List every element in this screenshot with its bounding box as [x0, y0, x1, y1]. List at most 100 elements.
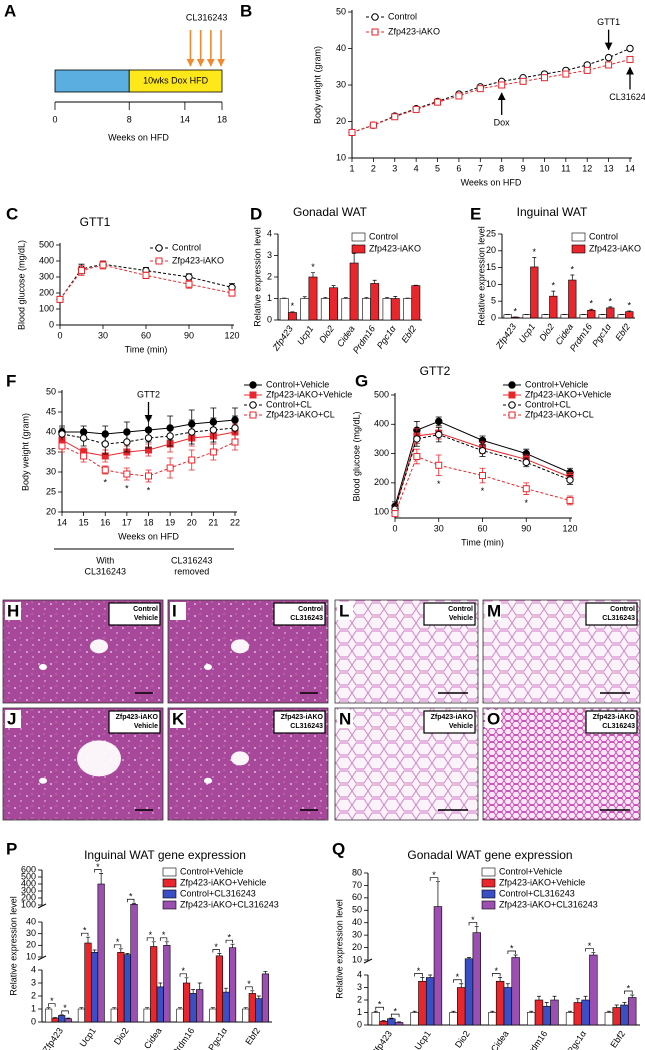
legend-marker: [155, 244, 163, 252]
data-point: [566, 476, 574, 484]
bar: [511, 957, 520, 1026]
data-point: [101, 440, 109, 448]
y-tick-label: 500: [39, 239, 54, 249]
error-bar: [230, 943, 235, 948]
chart-title: GTT2: [420, 364, 451, 378]
error-bar: [575, 998, 580, 1003]
x-tick-label: 13: [604, 163, 614, 173]
micrograph-caption: Vehicle: [134, 615, 158, 622]
series-line: [61, 427, 236, 445]
bar: [44, 1008, 53, 1023]
y-tick-label: 300: [374, 448, 389, 458]
bar: [349, 262, 359, 321]
significance-label: *: [103, 477, 107, 487]
bar: [110, 1008, 118, 1023]
error-bar: [164, 941, 169, 946]
data-point: [209, 426, 218, 434]
significance-label: *: [129, 892, 133, 902]
significance-label: *: [393, 1007, 397, 1017]
bar: [77, 1008, 86, 1023]
significance-label: *: [63, 1003, 67, 1013]
error-bar: [393, 296, 398, 299]
micrograph-caption: Control: [610, 606, 635, 613]
panel-label: E: [470, 204, 481, 223]
data-point: [391, 510, 399, 518]
significance-bracket: [61, 1010, 69, 1014]
bar: [573, 1002, 583, 1026]
significance-label: *: [182, 966, 186, 976]
data-point: [478, 446, 487, 455]
significance-label: *: [552, 280, 556, 290]
x-tick-label: Ebf2: [399, 324, 418, 345]
x-tick-label: 5: [435, 163, 440, 173]
bar: [587, 309, 596, 319]
error-bar: [364, 297, 369, 299]
y-tick-label: 10: [352, 954, 362, 964]
phase-label: With: [96, 555, 114, 565]
significance-bracket: [429, 877, 439, 881]
bar: [579, 314, 588, 319]
y-tick-label: 35: [46, 446, 56, 456]
error-bar: [210, 1007, 215, 1009]
vessel: [231, 639, 249, 654]
bar: [64, 1018, 72, 1023]
y-tick-label: 3: [267, 250, 272, 260]
bar: [620, 1004, 629, 1026]
series-line: [394, 432, 571, 510]
x-tick-label: 60: [477, 523, 487, 533]
y-tick-label: 100: [39, 303, 54, 313]
micrograph-caption: Control: [298, 606, 323, 613]
axis-title: Relative expression level: [476, 226, 486, 326]
bar: [182, 982, 191, 1023]
vessel: [77, 740, 121, 777]
y-tick-label: 20: [46, 506, 56, 516]
axis-title: Weeks on HFD: [461, 177, 522, 187]
x-tick-label: 14: [57, 517, 67, 527]
legend-swatch: [481, 878, 496, 888]
data-point: [231, 438, 239, 446]
y-tick-label: 25: [486, 228, 496, 238]
vessel: [39, 777, 47, 784]
bar: [530, 266, 539, 319]
error-bar: [197, 982, 202, 990]
legend-label: Control+Vehicle: [180, 866, 243, 876]
x-tick-label: 60: [141, 330, 151, 340]
significance-bracket: [179, 973, 187, 977]
bar: [117, 952, 125, 1023]
error-bar: [224, 987, 228, 993]
y-tick-label: 600: [21, 864, 36, 874]
bar: [387, 1018, 396, 1026]
y-tick-label: 40: [352, 917, 362, 927]
phase-label: CL316243: [171, 555, 213, 565]
y-tick-label: 2: [31, 990, 36, 1000]
significance-label: *: [247, 979, 251, 989]
x-tick-label: Cidea: [142, 1026, 164, 1050]
y-tick-label: 60: [352, 892, 362, 902]
phase-bar: [128, 69, 223, 93]
y-tick-label: 10: [486, 279, 496, 289]
micrograph-caption: Zfp423-iAKO: [431, 714, 474, 721]
significance-label: *: [524, 498, 528, 508]
bar: [209, 1008, 217, 1023]
panel-label-bg: [170, 710, 186, 728]
legend-label: Control+Vehicle: [525, 379, 588, 389]
error-bar: [381, 1020, 386, 1022]
x-tick-label: 90: [184, 330, 194, 340]
bar: [261, 973, 270, 1023]
x-tick-label: Prdm16: [523, 1029, 549, 1050]
y-tick-label: 4: [31, 964, 36, 974]
error-bar: [59, 1014, 64, 1016]
significance-bracket: [113, 944, 122, 948]
y-tick-label: 30: [336, 79, 346, 89]
error-bar: [532, 257, 537, 267]
panel-label: C: [6, 204, 18, 223]
caption-box: [423, 710, 476, 734]
significance-label: *: [83, 926, 87, 936]
series-line: [351, 58, 631, 133]
y-tick-label: 20: [336, 116, 346, 126]
significance-label: *: [588, 941, 592, 951]
data-point: [144, 434, 153, 442]
y-tick-label: 0: [491, 312, 496, 322]
y-tick-label: 40: [336, 43, 346, 53]
